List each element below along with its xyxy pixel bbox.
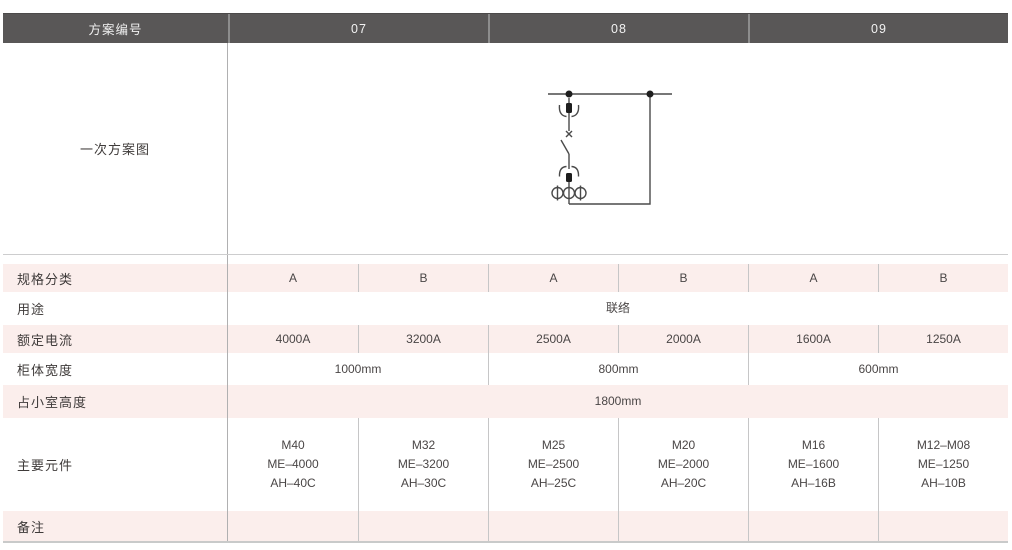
spec-class-cell: B: [618, 264, 748, 292]
spec-class-cell: B: [358, 264, 488, 292]
row-rated-current: 额定电流 4000A 3200A 2500A 2000A 1600A 1250A: [3, 325, 1008, 353]
main-components-cell: M20 ME–2000 AH–20C: [618, 418, 748, 511]
row-main-components: 主要元件 M40 ME–4000 AH–40C M32 ME–3200 AH–3…: [3, 418, 1008, 511]
row-label-usage: 用途: [3, 292, 228, 325]
spec-class-cell: A: [288, 270, 297, 285]
row-remarks: 备注: [3, 511, 1008, 543]
spec-class-cell: A: [748, 264, 878, 292]
spec-class-cell: A: [488, 264, 618, 292]
row-label-remarks: 备注: [3, 511, 228, 541]
main-components-cell: M32 ME–3200 AH–30C: [358, 418, 488, 511]
compartment-height-cell: 1800mm: [594, 394, 642, 408]
row-label-primary-scheme: 一次方案图: [3, 43, 228, 254]
row-usage: 用途 联络: [3, 292, 1008, 325]
usage-cell: 联络: [605, 301, 630, 315]
header-scheme-09: 09: [748, 14, 1008, 43]
rated-current-cell: 4000A: [275, 331, 311, 346]
main-components-cell: M25 ME–2500 AH–25C: [488, 418, 618, 511]
remarks-cell: [228, 511, 358, 541]
row-spec-class: 规格分类 A B A B A B: [3, 264, 1008, 292]
cabinet-width-cell: 600mm: [748, 353, 1008, 385]
row-label-spec-class: 规格分类: [3, 264, 228, 292]
table-header-row: 方案编号 07 08 09: [3, 13, 1008, 43]
main-components-cell: M16 ME–1600 AH–16B: [748, 418, 878, 511]
cabinet-width-cell: 1000mm: [334, 361, 382, 376]
rated-current-cell: 3200A: [358, 325, 488, 353]
header-scheme-number-label: 方案编号: [88, 23, 143, 37]
header-scheme-07: 07: [228, 14, 488, 43]
spec-class-cell: B: [878, 264, 1008, 292]
remarks-cell: [618, 511, 748, 541]
rated-current-cell: 1250A: [878, 325, 1008, 353]
rated-current-cell: 2500A: [488, 325, 618, 353]
main-components-cell: M40 ME–4000 AH–40C: [267, 438, 319, 490]
row-label-compartment-height: 占小室高度: [3, 385, 228, 418]
rated-current-cell: 2000A: [618, 325, 748, 353]
remarks-cell: [488, 511, 618, 541]
row-cabinet-width: 柜体宽度 1000mm 800mm 600mm: [3, 353, 1008, 385]
header-scheme-08: 08: [488, 14, 748, 43]
cabinet-width-cell: 800mm: [488, 353, 748, 385]
spec-table: 方案编号 07 08 09 一次方案图: [3, 13, 1008, 543]
row-compartment-height: 占小室高度 1800mm: [3, 385, 1008, 418]
main-components-cell: M12–M08 ME–1250 AH–10B: [878, 418, 1008, 511]
spacer-row: [3, 255, 1008, 264]
row-label-rated-current: 额定电流: [3, 325, 228, 353]
remarks-cell: [878, 511, 1008, 541]
remarks-cell: [358, 511, 488, 541]
diagram-cell: [228, 43, 1008, 254]
row-primary-scheme-diagram: 一次方案图: [3, 43, 1008, 255]
row-label-cabinet-width: 柜体宽度: [3, 353, 228, 385]
row-label-main-components: 主要元件: [3, 418, 228, 511]
single-line-diagram-icon: [548, 90, 672, 205]
rated-current-cell: 1600A: [748, 325, 878, 353]
remarks-cell: [748, 511, 878, 541]
